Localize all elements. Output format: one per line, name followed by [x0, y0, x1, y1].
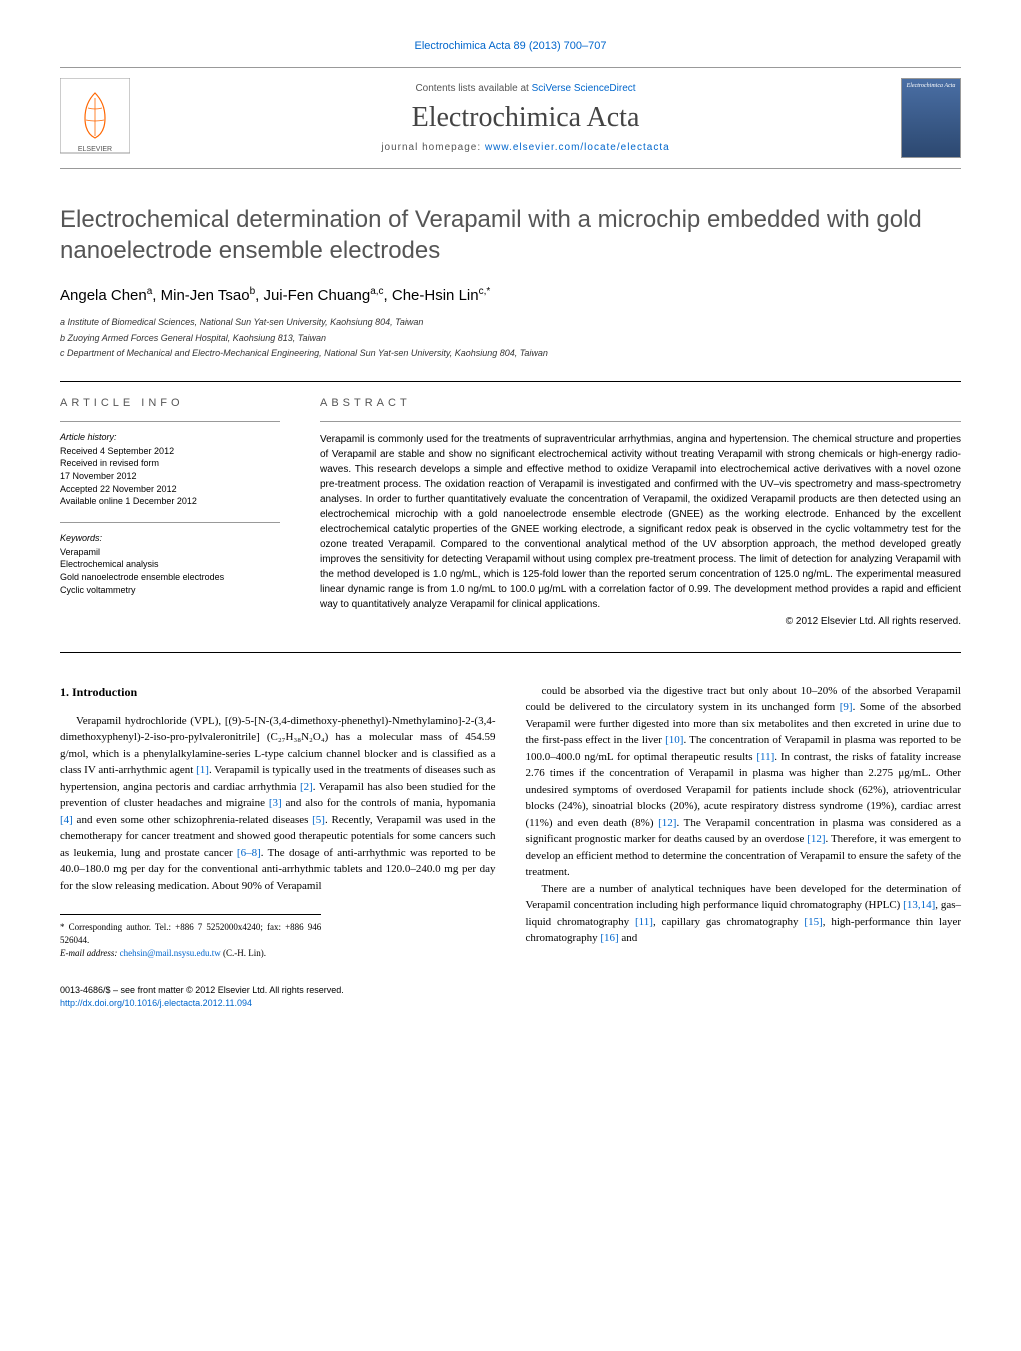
- citation-header: Electrochimica Acta 89 (2013) 700–707: [60, 40, 961, 52]
- citation-ref[interactable]: [12]: [658, 817, 676, 829]
- citation-ref[interactable]: [15]: [804, 916, 822, 928]
- keyword-line: Cyclic voltammetry: [60, 584, 280, 597]
- citation-ref[interactable]: [16]: [600, 932, 618, 944]
- article-info-col: ARTICLE INFO Article history: Received 4…: [60, 397, 280, 627]
- email-suffix: (C.-H. Lin).: [221, 948, 266, 958]
- citation-ref[interactable]: [1]: [196, 764, 209, 776]
- abstract-copyright: © 2012 Elsevier Ltd. All rights reserved…: [320, 616, 961, 627]
- sciencedirect-link[interactable]: SciVerse ScienceDirect: [532, 83, 636, 94]
- info-abstract-row: ARTICLE INFO Article history: Received 4…: [60, 397, 961, 627]
- history-line: Received 4 September 2012: [60, 445, 280, 458]
- journal-cover-thumb: Electrochimica Acta: [901, 78, 961, 158]
- keyword-line: Verapamil: [60, 546, 280, 559]
- divider-top: [60, 381, 961, 382]
- bottom-meta: 0013-4686/$ – see front matter © 2012 El…: [60, 984, 961, 1009]
- abstract-text: Verapamil is commonly used for the treat…: [320, 432, 961, 612]
- journal-homepage: journal homepage: www.elsevier.com/locat…: [150, 142, 901, 153]
- body-para-2a: could be absorbed via the digestive trac…: [526, 683, 962, 881]
- journal-name: Electrochimica Acta: [150, 102, 901, 134]
- footnote-block: * Corresponding author. Tel.: +886 7 525…: [60, 914, 321, 959]
- body-col-right: could be absorbed via the digestive trac…: [526, 683, 962, 959]
- homepage-prefix: journal homepage:: [381, 142, 485, 153]
- email-link[interactable]: chehsin@mail.nsysu.edu.tw: [120, 948, 221, 958]
- body-columns: 1. Introduction Verapamil hydrochloride …: [60, 683, 961, 959]
- abstract-heading: ABSTRACT: [320, 397, 961, 409]
- contents-available: Contents lists available at SciVerse Sci…: [150, 83, 901, 94]
- keyword-line: Electrochemical analysis: [60, 558, 280, 571]
- affiliation-line: a Institute of Biomedical Sciences, Nati…: [60, 316, 961, 330]
- section-heading-intro: 1. Introduction: [60, 683, 496, 701]
- keywords-label: Keywords:: [60, 533, 280, 543]
- body-para-2b: There are a number of analytical techniq…: [526, 881, 962, 947]
- keywords-block: Keywords: VerapamilElectrochemical analy…: [60, 533, 280, 596]
- email-line: E-mail address: chehsin@mail.nsysu.edu.t…: [60, 947, 321, 960]
- citation-ref[interactable]: [6–8]: [237, 847, 261, 859]
- citation-ref[interactable]: [5]: [312, 814, 325, 826]
- info-divider-2: [60, 522, 280, 523]
- banner-center: Contents lists available at SciVerse Sci…: [150, 83, 901, 153]
- contents-prefix: Contents lists available at: [415, 83, 531, 94]
- article-title: Electrochemical determination of Verapam…: [60, 204, 961, 266]
- citation-ref[interactable]: [13,14]: [903, 899, 935, 911]
- history-block: Article history: Received 4 September 20…: [60, 432, 280, 508]
- authors-list: Angela Chena, Min-Jen Tsaob, Jui-Fen Chu…: [60, 286, 961, 304]
- affiliations: a Institute of Biomedical Sciences, Nati…: [60, 316, 961, 361]
- citation-ref[interactable]: [11]: [635, 916, 653, 928]
- publisher-banner: ELSEVIER Contents lists available at Sci…: [60, 67, 961, 169]
- history-line: 17 November 2012: [60, 470, 280, 483]
- history-line: Available online 1 December 2012: [60, 495, 280, 508]
- citation-ref[interactable]: [4]: [60, 814, 73, 826]
- elsevier-logo: ELSEVIER: [60, 78, 130, 158]
- citation-ref[interactable]: [10]: [665, 734, 683, 746]
- issn-line: 0013-4686/$ – see front matter © 2012 El…: [60, 984, 961, 997]
- svg-text:ELSEVIER: ELSEVIER: [78, 146, 112, 153]
- cover-label: Electrochimica Acta: [902, 79, 960, 89]
- keyword-line: Gold nanoelectrode ensemble electrodes: [60, 571, 280, 584]
- affiliation-line: b Zuoying Armed Forces General Hospital,…: [60, 332, 961, 346]
- body-col-left: 1. Introduction Verapamil hydrochloride …: [60, 683, 496, 959]
- info-divider-1: [60, 421, 280, 422]
- body-para-1: Verapamil hydrochloride (VPL), [(9)-5-[N…: [60, 713, 496, 895]
- article-info-heading: ARTICLE INFO: [60, 397, 280, 409]
- history-line: Accepted 22 November 2012: [60, 483, 280, 496]
- history-line: Received in revised form: [60, 457, 280, 470]
- email-label: E-mail address:: [60, 948, 120, 958]
- citation-ref[interactable]: [3]: [269, 797, 282, 809]
- abstract-col: ABSTRACT Verapamil is commonly used for …: [320, 397, 961, 627]
- doi-link[interactable]: http://dx.doi.org/10.1016/j.electacta.20…: [60, 998, 252, 1008]
- citation-ref[interactable]: [2]: [300, 781, 313, 793]
- citation-ref[interactable]: [12]: [807, 833, 825, 845]
- history-label: Article history:: [60, 432, 280, 442]
- homepage-link[interactable]: www.elsevier.com/locate/electacta: [485, 142, 670, 153]
- corresponding-author: * Corresponding author. Tel.: +886 7 525…: [60, 921, 321, 946]
- citation-ref[interactable]: [9]: [840, 701, 853, 713]
- divider-bottom: [60, 652, 961, 653]
- affiliation-line: c Department of Mechanical and Electro-M…: [60, 347, 961, 361]
- abstract-divider: [320, 421, 961, 422]
- citation-ref[interactable]: [11]: [756, 751, 774, 763]
